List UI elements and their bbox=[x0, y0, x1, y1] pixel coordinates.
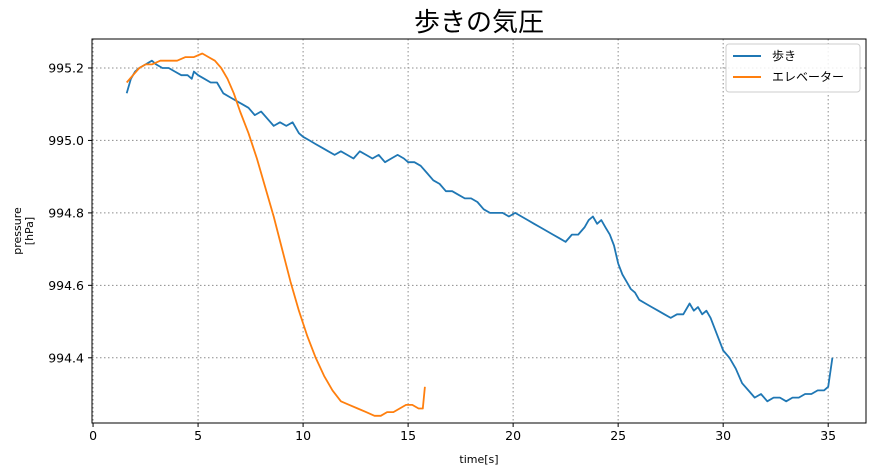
x-tick-label: 20 bbox=[505, 428, 521, 443]
x-tick-label: 15 bbox=[400, 428, 416, 443]
y-tick-label: 994.4 bbox=[48, 350, 84, 365]
y-tick-label: 995.2 bbox=[48, 60, 84, 75]
x-tick-label: 0 bbox=[89, 428, 97, 443]
axis-ticks: 0 5 10 15 20 25 30 35 994.4 994.6 994.8 995.0 995.2 bbox=[48, 60, 836, 443]
y-tick-label: 995.0 bbox=[48, 133, 84, 148]
series-line-elevator bbox=[126, 52, 426, 417]
y-axis-label: pressure[hPa] bbox=[11, 207, 36, 255]
x-tick-label: 10 bbox=[295, 428, 311, 443]
series-lines bbox=[125, 52, 834, 417]
y-tick-label: 994.6 bbox=[48, 278, 84, 293]
y-axis-label-line: pressure bbox=[11, 207, 24, 255]
y-axis-label-line: [hPa] bbox=[23, 217, 36, 245]
y-tick-label: 994.8 bbox=[48, 205, 84, 220]
series-line-walk bbox=[125, 59, 834, 403]
x-axis-label: time[s] bbox=[459, 453, 498, 466]
legend-label-walk: 歩き bbox=[772, 48, 796, 63]
x-tick-label: 30 bbox=[715, 428, 731, 443]
legend-label-elevator: エレベーター bbox=[772, 70, 844, 84]
x-tick-label: 25 bbox=[610, 428, 626, 443]
x-tick-label: 35 bbox=[820, 428, 836, 443]
chart-title: 歩きの気圧 bbox=[414, 8, 544, 38]
grid-lines bbox=[92, 39, 866, 423]
legend: 歩き エレベーター bbox=[725, 43, 861, 93]
x-tick-label: 5 bbox=[194, 428, 202, 443]
plot-area-frame bbox=[91, 38, 867, 424]
